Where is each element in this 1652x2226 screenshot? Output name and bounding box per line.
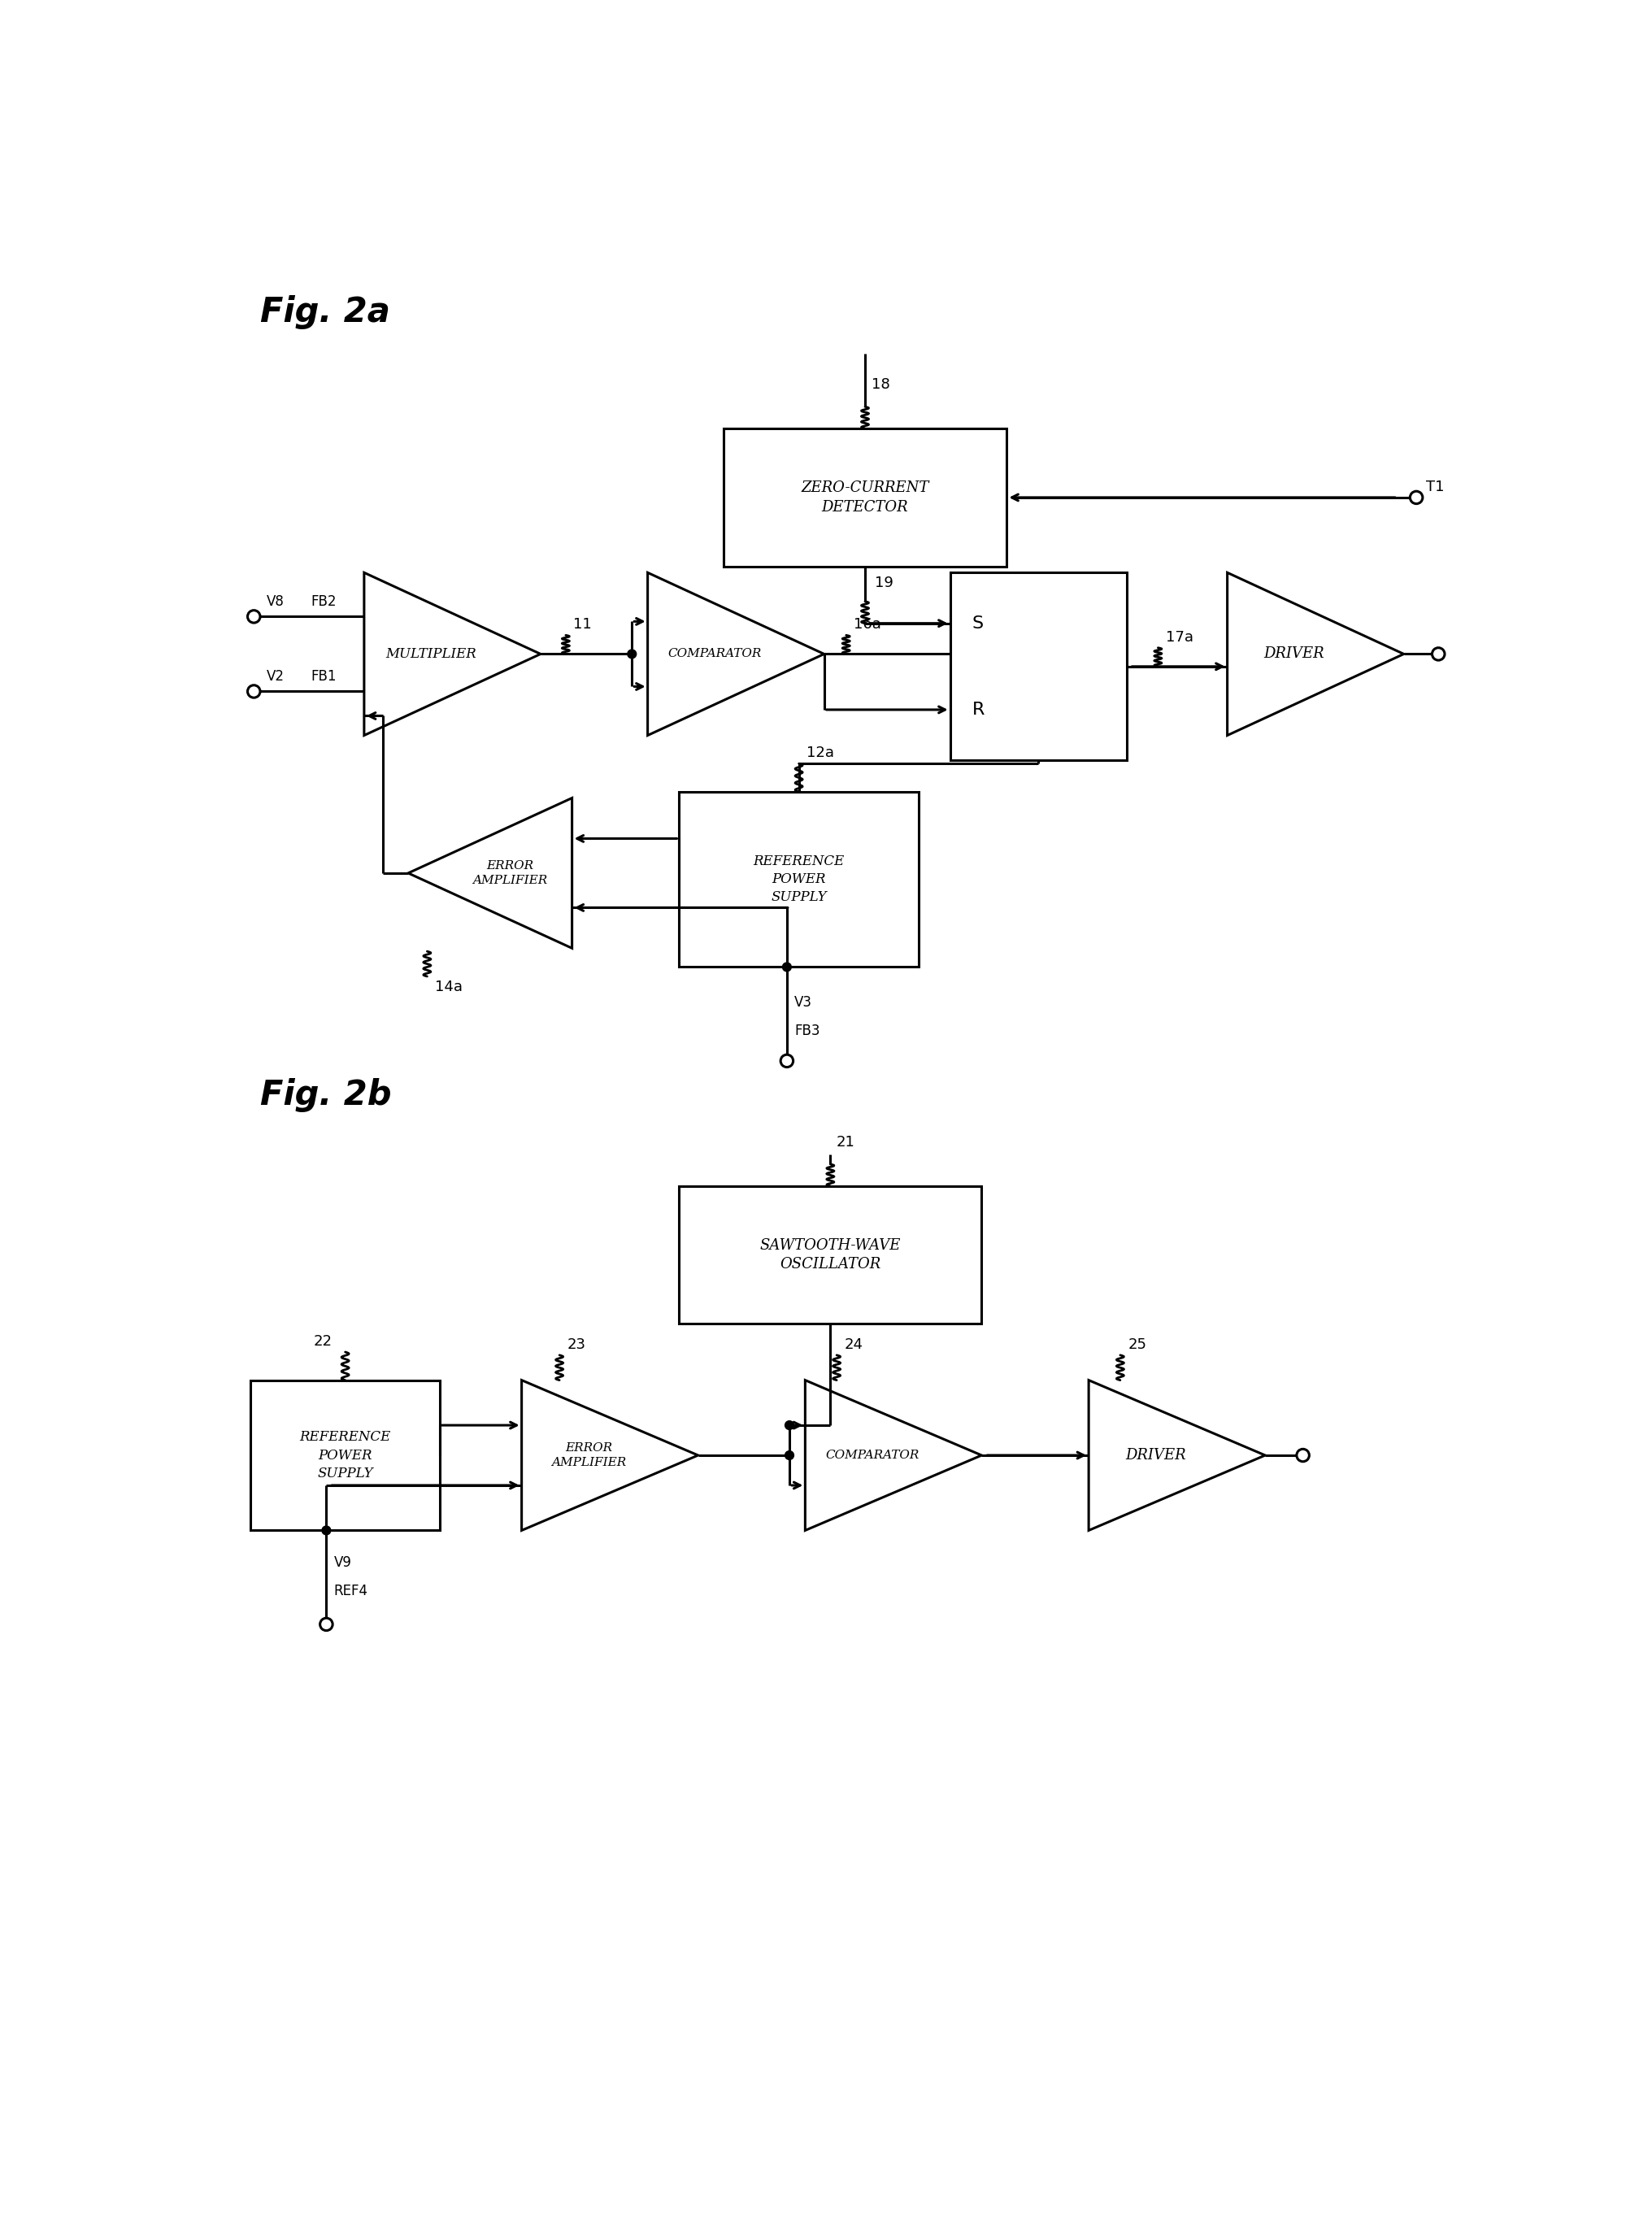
Bar — [950, 572, 1127, 761]
Text: COMPARATOR: COMPARATOR — [667, 648, 762, 659]
Polygon shape — [363, 572, 540, 735]
Text: ZERO-CURRENT
DETECTOR: ZERO-CURRENT DETECTOR — [801, 481, 928, 514]
Polygon shape — [522, 1380, 697, 1531]
Text: V8: V8 — [266, 594, 284, 610]
Circle shape — [628, 650, 636, 659]
Bar — [679, 1186, 981, 1324]
Circle shape — [248, 686, 259, 697]
Text: V9: V9 — [334, 1556, 352, 1569]
Text: DRIVER: DRIVER — [1264, 648, 1323, 661]
Circle shape — [780, 1055, 793, 1066]
Text: 23: 23 — [567, 1338, 585, 1351]
Polygon shape — [408, 797, 572, 948]
Text: MULTIPLIER: MULTIPLIER — [385, 648, 476, 661]
Bar — [251, 1380, 439, 1531]
Circle shape — [781, 962, 791, 971]
Text: Fig. 2a: Fig. 2a — [259, 296, 390, 329]
Text: 16a: 16a — [854, 617, 881, 632]
Text: 21: 21 — [836, 1135, 854, 1149]
Polygon shape — [1227, 572, 1403, 735]
Circle shape — [1295, 1449, 1308, 1462]
Text: Fig. 2b: Fig. 2b — [259, 1077, 392, 1113]
Circle shape — [1431, 648, 1444, 661]
Polygon shape — [1089, 1380, 1264, 1531]
Text: 22: 22 — [314, 1333, 332, 1349]
Circle shape — [320, 1618, 332, 1632]
Bar — [724, 430, 1006, 565]
Text: COMPARATOR: COMPARATOR — [824, 1449, 919, 1460]
Text: V3: V3 — [795, 995, 811, 1011]
Text: DRIVER: DRIVER — [1125, 1447, 1186, 1462]
Text: FB1: FB1 — [311, 670, 335, 683]
Text: S: S — [971, 614, 983, 632]
Text: 24: 24 — [844, 1338, 862, 1351]
Circle shape — [322, 1527, 330, 1534]
Text: SAWTOOTH-WAVE
OSCILLATOR: SAWTOOTH-WAVE OSCILLATOR — [760, 1238, 900, 1271]
Text: ERROR
AMPLIFIER: ERROR AMPLIFIER — [550, 1442, 626, 1467]
Polygon shape — [648, 572, 824, 735]
Circle shape — [785, 1451, 793, 1460]
Text: ERROR
AMPLIFIER: ERROR AMPLIFIER — [472, 861, 547, 886]
Text: 17a: 17a — [1165, 630, 1193, 646]
Circle shape — [785, 1420, 793, 1429]
Text: 18: 18 — [871, 378, 889, 392]
Text: T1: T1 — [1426, 481, 1444, 494]
Text: REFERENCE
POWER
SUPPLY: REFERENCE POWER SUPPLY — [753, 855, 844, 904]
Polygon shape — [805, 1380, 981, 1531]
Circle shape — [248, 610, 259, 623]
Text: 25: 25 — [1127, 1338, 1146, 1351]
Text: 14a: 14a — [434, 979, 463, 995]
Bar — [679, 792, 919, 966]
Text: FB3: FB3 — [795, 1024, 819, 1037]
Text: 12a: 12a — [806, 746, 834, 761]
Circle shape — [1409, 492, 1422, 503]
Text: 11: 11 — [573, 617, 591, 632]
Text: REFERENCE
POWER
SUPPLY: REFERENCE POWER SUPPLY — [299, 1431, 390, 1480]
Text: R: R — [971, 701, 985, 717]
Text: 19: 19 — [874, 577, 892, 590]
Text: V2: V2 — [266, 670, 284, 683]
Text: FB2: FB2 — [311, 594, 335, 610]
Text: REF4: REF4 — [334, 1583, 368, 1598]
